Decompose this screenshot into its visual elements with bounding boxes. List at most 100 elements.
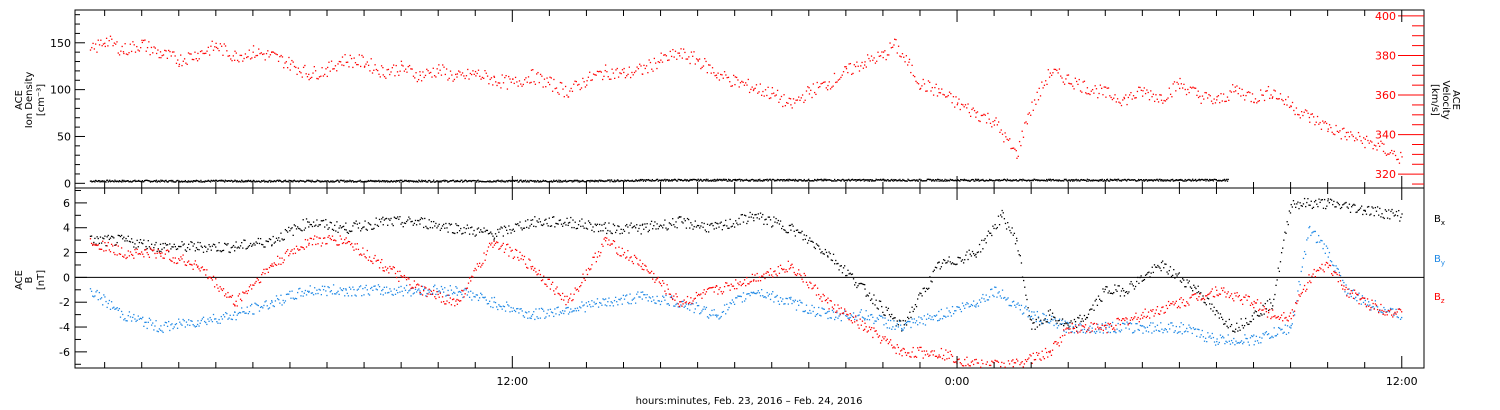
density-point	[249, 180, 251, 183]
density-point	[884, 179, 886, 181]
velocity-point	[369, 70, 371, 72]
velocity-point	[344, 54, 346, 56]
b-bx-point	[465, 227, 467, 230]
b-by-point	[672, 297, 674, 300]
b-bx-point	[1010, 232, 1012, 234]
velocity-point	[1074, 77, 1077, 79]
density-point	[536, 179, 539, 182]
density-point	[745, 179, 747, 181]
b-bx-point	[981, 239, 983, 242]
b-bx-point	[1321, 199, 1324, 201]
density-point	[656, 178, 659, 181]
density-point	[436, 180, 439, 182]
density-point	[692, 178, 694, 181]
b-by-point	[638, 296, 640, 298]
density-point	[1031, 179, 1034, 181]
b-by-point	[659, 303, 662, 306]
density-point	[185, 181, 187, 183]
velocity-point	[1069, 83, 1071, 85]
density-point	[538, 181, 541, 183]
b-by-point	[256, 304, 258, 306]
b-bx-point	[460, 227, 462, 230]
b-bx-point	[1181, 278, 1184, 280]
b-bx-point	[328, 227, 330, 229]
b-by-point	[279, 302, 281, 304]
velocity-point	[550, 77, 552, 79]
density-point	[464, 179, 467, 181]
density-point	[633, 180, 635, 183]
b-bx-point	[172, 246, 174, 248]
density-point	[755, 179, 757, 181]
velocity-point	[868, 57, 870, 60]
density-point	[118, 179, 121, 182]
density-point	[1212, 179, 1214, 181]
b-bx-point	[707, 231, 710, 233]
density-point	[156, 181, 158, 183]
b-bx-point	[477, 227, 480, 229]
b-by-point	[159, 329, 162, 331]
b-by-point	[958, 306, 960, 309]
density-point	[418, 179, 420, 181]
b-bx-point	[318, 224, 320, 226]
density-point	[504, 181, 507, 183]
b-by-point	[253, 313, 255, 315]
b-bx-point	[292, 234, 294, 236]
density-point	[225, 180, 227, 182]
b-bx-point	[593, 231, 595, 233]
b-by-point	[304, 289, 307, 292]
density-point	[524, 180, 526, 182]
b-bx-point	[694, 220, 696, 222]
b-by-point	[1016, 303, 1018, 305]
b-bx-point	[1166, 271, 1168, 273]
b-bx-point	[306, 221, 309, 223]
b-bx-point	[951, 262, 954, 264]
density-point	[231, 180, 233, 182]
velocity-point	[764, 89, 767, 91]
b-bx-point	[403, 222, 406, 224]
b-by-point	[344, 295, 346, 297]
velocity-point	[214, 46, 216, 48]
density-point	[921, 180, 923, 182]
density-point	[501, 179, 503, 182]
density-point	[544, 180, 547, 182]
density-point	[664, 178, 666, 181]
velocity-point	[459, 71, 461, 73]
density-point	[515, 180, 517, 182]
b-by-point	[932, 318, 934, 321]
velocity-point	[420, 80, 423, 82]
b-by-point	[911, 318, 913, 320]
b-by-point	[1000, 297, 1003, 299]
density-point	[595, 180, 597, 183]
b-bx-point	[957, 256, 959, 259]
b-bx-point	[865, 295, 867, 297]
velocity-point	[561, 82, 563, 84]
b-bx-point	[907, 316, 909, 319]
b-bx-point	[171, 246, 173, 248]
b-bx-point	[621, 232, 623, 234]
b-bx-point	[220, 250, 222, 253]
density-point	[183, 181, 185, 183]
density-point	[599, 179, 601, 181]
density-point	[292, 180, 295, 182]
b-by-point	[419, 293, 421, 296]
density-point	[407, 179, 410, 182]
b-by-point	[239, 312, 242, 314]
density-point	[232, 180, 235, 183]
density-point	[483, 180, 485, 183]
b-bx-point	[365, 228, 367, 230]
density-point	[519, 179, 522, 181]
velocity-point	[146, 46, 149, 49]
density-point	[277, 179, 279, 181]
b-by-point	[952, 312, 955, 315]
b-bx-point	[200, 245, 202, 247]
velocity-point	[1183, 83, 1185, 86]
b-by-point	[666, 303, 668, 305]
b-by-point	[768, 293, 771, 295]
b-bx-point	[888, 314, 891, 316]
b-bx-point	[790, 229, 792, 231]
b-by-point	[684, 305, 686, 307]
density-point	[826, 179, 828, 181]
b-bx-point	[917, 298, 919, 300]
b-bx-point	[982, 248, 984, 250]
density-point	[221, 180, 224, 182]
